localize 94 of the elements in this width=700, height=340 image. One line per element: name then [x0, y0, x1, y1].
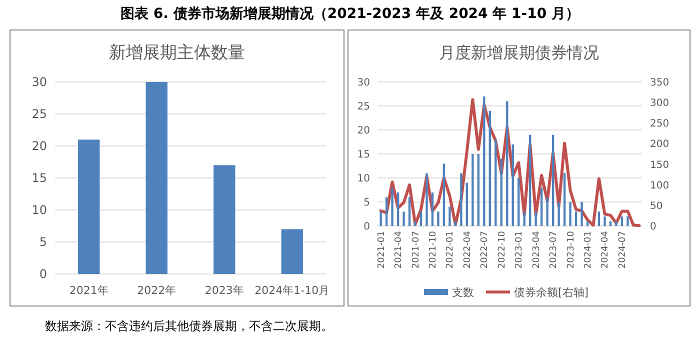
y2-tick-label: 200: [650, 139, 670, 150]
x-tick-label: 2022-04: [462, 230, 473, 269]
x-tick-label: 2021-07: [411, 231, 422, 269]
bar: [472, 154, 474, 226]
x-tick-label: 2021-01: [376, 231, 387, 269]
bar: [408, 197, 411, 226]
y-tick-label: 15: [357, 150, 370, 160]
y2-tick-label: 0: [650, 222, 656, 232]
bar: [454, 221, 457, 226]
y-tick-label: 5: [364, 198, 370, 208]
y-tick-label: 0: [364, 222, 370, 232]
bar: [391, 188, 394, 226]
y-tick-label: 15: [32, 171, 47, 186]
bar: [420, 212, 422, 226]
x-tick-label: 2022-07: [480, 231, 490, 269]
y-tick-label: 30: [357, 78, 370, 88]
x-tick-label: 2022年: [137, 284, 176, 297]
bar: [620, 216, 624, 226]
bar: [534, 212, 537, 226]
bar: [396, 192, 400, 226]
bar: [78, 140, 100, 274]
y2-tick-label: 150: [650, 160, 670, 171]
legend-label: 支数: [452, 286, 474, 299]
bar: [558, 202, 560, 226]
bar: [488, 110, 491, 226]
bar: [512, 144, 514, 226]
bar: [540, 188, 543, 226]
bar: [563, 173, 566, 226]
bar: [214, 165, 236, 274]
bar: [518, 178, 520, 226]
bar: [483, 96, 486, 226]
bar: [574, 212, 578, 226]
bar: [626, 216, 629, 226]
x-tick-label: 2024年1-10月: [254, 284, 330, 297]
x-tick-label: 2024-01: [584, 231, 594, 269]
x-tick-label: 2023-07: [549, 231, 560, 269]
x-tick-label: 2023-04: [532, 230, 542, 269]
bar: [385, 197, 388, 226]
bar: [414, 221, 416, 226]
x-tick-label: 2022-10: [497, 230, 508, 269]
bar: [402, 212, 405, 226]
x-tick-label: 2021-10: [428, 230, 438, 269]
y-tick-label: 25: [357, 102, 370, 112]
bar: [569, 202, 572, 226]
bar: [552, 134, 554, 226]
bar: [598, 212, 600, 226]
bar: [604, 216, 606, 226]
y-tick-label: 30: [32, 75, 47, 90]
chart-title: 新增展期主体数量: [109, 43, 245, 63]
bar: [506, 101, 508, 226]
text: 图表 6. 债券市场新增展期情况（2021-2023 年及 2024 年 1-10 月）: [120, 5, 580, 22]
x-tick-label: 2023-01: [514, 231, 525, 269]
legend-label: 债券余额[右轴]: [514, 286, 589, 299]
bar: [500, 158, 502, 226]
bar: [615, 221, 618, 226]
y2-tick-label: 250: [650, 118, 670, 130]
bar: [426, 173, 428, 226]
bar: [448, 206, 451, 226]
bar: [609, 221, 612, 226]
bar: [437, 212, 440, 226]
bar: [586, 221, 589, 226]
x-tick-label: 2023年: [204, 284, 244, 297]
x-tick-label: 2021-04: [394, 230, 404, 269]
y2-tick-label: 50: [650, 200, 663, 212]
bar: [146, 82, 168, 274]
x-tick-label: 2024-04: [600, 230, 611, 269]
y-tick-label: 10: [32, 203, 47, 218]
bar: [580, 202, 583, 226]
bar: [529, 134, 532, 226]
chart-title: 月度新增展期债券情况: [439, 43, 599, 62]
bar: [281, 229, 303, 274]
x-tick-label: 2023-10: [566, 230, 576, 269]
bar: [460, 173, 462, 226]
x-tick-label: 2024-07: [618, 231, 628, 269]
x-tick-label: 2022-01: [446, 231, 456, 269]
x-tick-label: 2021年: [69, 284, 108, 297]
bar: [466, 182, 468, 226]
bar: [494, 140, 497, 226]
y2-tick-label: 350: [650, 78, 670, 88]
y-tick-label: 20: [357, 126, 370, 136]
y-tick-label: 5: [39, 235, 47, 250]
y2-tick-label: 300: [650, 98, 670, 110]
y2-tick-label: 100: [650, 180, 670, 192]
bar: [380, 212, 382, 226]
y-tick-label: 0: [39, 267, 47, 282]
bar: [523, 212, 526, 226]
bar: [546, 197, 548, 226]
bar: [431, 192, 434, 226]
bar: [477, 154, 480, 226]
y-tick-label: 20: [32, 139, 47, 154]
y-tick-label: 25: [32, 107, 47, 122]
y-tick-label: 10: [357, 174, 370, 184]
source-note: 数据来源：不含违约后其他债券展期，不含二次展期。: [45, 319, 333, 333]
bar: [442, 164, 446, 226]
